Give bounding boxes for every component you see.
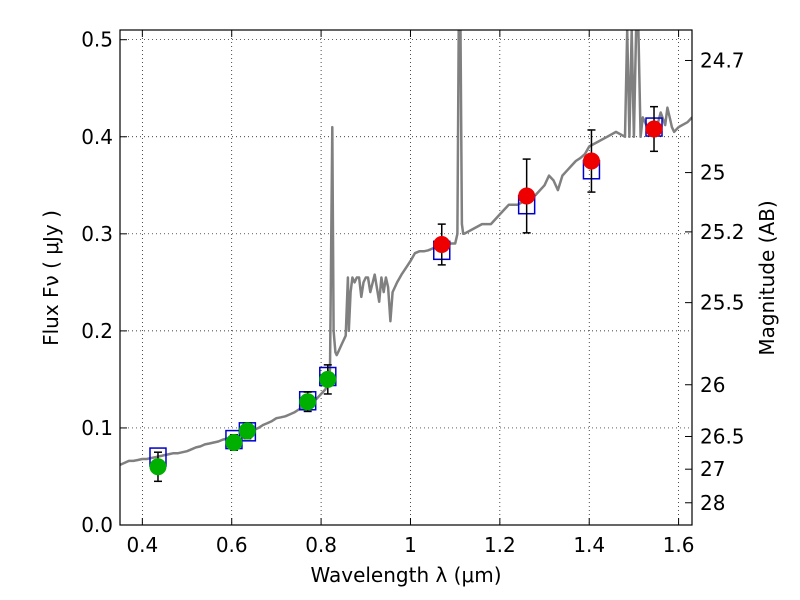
green-data-point [225,434,243,451]
green-data-point [149,458,167,476]
ticks-layer: 0.4 0.6 0.8 1 1.2 1.4 1.6 0.0 0.1 0.2 0.3 0.4 0.5 24.… [81,28,744,557]
y-tick-label: 0.5 [81,28,113,52]
red-data-point [645,120,663,138]
y-tick-label: 0.1 [81,416,113,440]
y-tick-label: 0.2 [81,319,113,343]
green-data-point [238,422,256,440]
y-axis-title: Flux Fν ( μJy ) [39,210,63,346]
x-tick-label: 1.6 [663,533,695,557]
y2-tick-label: 25.5 [700,291,745,315]
y2-tick-label: 26 [700,373,725,397]
y2-tick-label: 25 [700,161,725,185]
marks-layer [149,105,663,483]
y2-axis-title: Magnitude (AB) [755,200,779,355]
red-data-point [582,152,600,170]
x-tick-label: 0.6 [216,533,248,557]
x-tick-label: 1.4 [573,533,605,557]
red-data-point [518,187,536,205]
green-data-point [299,393,317,411]
y2-tick-label: 27 [700,457,725,481]
plot-frame [119,29,693,526]
x-tick-label: 1.2 [484,533,516,557]
x-tick-label: 0.8 [305,533,337,557]
y2-tick-label: 25.2 [700,220,745,244]
plot-background [120,30,692,525]
y-tick-label: 0.4 [81,125,113,149]
x-tick-label: 1 [404,533,417,557]
red-data-point [433,236,451,253]
y2-tick-label: 24.7 [700,48,745,72]
x-axis-title: Wavelength λ (μm) [310,563,501,587]
spectrum-layer [120,30,692,466]
y-tick-label: 0.3 [81,222,113,246]
spectrum-line [120,30,692,466]
x-tick-label: 0.4 [126,533,158,557]
y2-tick-label: 26.5 [700,424,745,448]
y-tick-label: 0.0 [81,513,113,537]
green-data-point [319,370,337,388]
y2-tick-label: 28 [700,491,725,515]
